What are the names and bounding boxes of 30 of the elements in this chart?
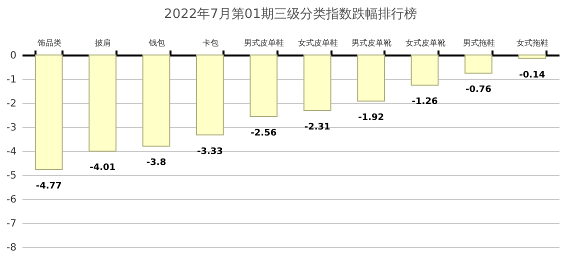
y-tick-label: -7 (6, 218, 16, 230)
y-tick-label: -3 (6, 122, 16, 134)
x-tick-label: 钱包 (148, 38, 165, 48)
y-tick-label: -6 (6, 194, 16, 206)
y-tick-label: -5 (6, 170, 16, 182)
data-label: -2.31 (304, 122, 330, 132)
chart-title: 2022年7月第01期三级分类指数跌幅排行榜 (164, 7, 417, 22)
x-tick-label: 女式皮单靴 (405, 38, 446, 48)
data-label: -4.77 (36, 181, 62, 192)
data-label: -1.92 (358, 113, 384, 124)
data-label: -2.56 (250, 128, 277, 138)
x-tick-label: 男式皮单鞋 (244, 38, 284, 48)
data-label: -0.76 (465, 85, 492, 96)
data-label: -4.01 (90, 163, 116, 174)
y-tick-label: 0 (10, 50, 16, 62)
x-tick-label: 卡包 (202, 38, 218, 48)
x-tick-label: 男式拖鞋 (462, 38, 495, 48)
data-label: -1.26 (412, 97, 438, 108)
x-tick-label: 男式皮单靴 (352, 38, 392, 48)
y-tick-label: -2 (6, 98, 16, 110)
data-label: -3.33 (196, 146, 223, 157)
x-tick-label: 饰品类 (36, 38, 62, 48)
data-label: -0.14 (519, 70, 546, 80)
y-tick-label: -4 (6, 146, 16, 158)
y-tick-label: -8 (6, 242, 16, 254)
x-tick-label: 披肩 (95, 38, 112, 48)
y-tick-label: -1 (6, 74, 16, 86)
x-tick-label: 女式皮单鞋 (298, 38, 338, 48)
data-label: -3.8 (146, 158, 166, 168)
x-tick-label: 女式拖鞋 (516, 38, 549, 48)
